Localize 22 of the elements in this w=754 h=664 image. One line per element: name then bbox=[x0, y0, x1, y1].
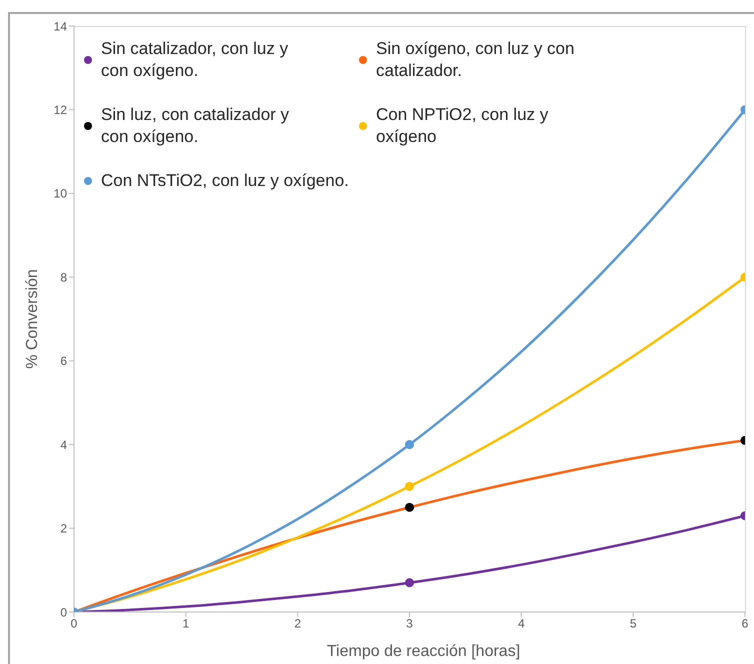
x-tick-label: 1 bbox=[182, 616, 190, 631]
legend-label: Sin oxígeno, con luz y con catalizador. bbox=[376, 38, 576, 82]
x-tick-label: 0 bbox=[70, 616, 78, 631]
y-tick-label: 0 bbox=[60, 605, 68, 620]
y-tick-label: 2 bbox=[60, 522, 68, 536]
y-tick-label: 6 bbox=[60, 354, 68, 368]
x-tick-label: 6 bbox=[742, 616, 749, 631]
legend-label: Con NTsTiO2, con luz y oxígeno. bbox=[101, 170, 350, 192]
x-tick-label: 2 bbox=[294, 616, 302, 631]
legend-label: Sin luz, con catalizador y con oxígeno. bbox=[101, 104, 290, 148]
y-tick-label: 14 bbox=[54, 19, 68, 34]
y-tick-label: 10 bbox=[54, 186, 68, 201]
legend-label: Sin catalizador, con luz y con oxígeno. bbox=[101, 38, 290, 82]
y-axis-title: % Conversión bbox=[24, 269, 40, 369]
y-tick-label: 4 bbox=[60, 438, 68, 452]
x-axis-title: Tiempo de reacción [horas] bbox=[326, 643, 520, 660]
legend-label: Con NPTiO2, con luz y oxígeno bbox=[376, 104, 550, 148]
x-tick-label: 4 bbox=[518, 616, 525, 631]
x-tick-label: 3 bbox=[406, 616, 414, 631]
y-tick-label: 12 bbox=[54, 102, 68, 117]
x-tick-label: 5 bbox=[630, 616, 637, 631]
y-tick-label: 8 bbox=[60, 270, 68, 284]
